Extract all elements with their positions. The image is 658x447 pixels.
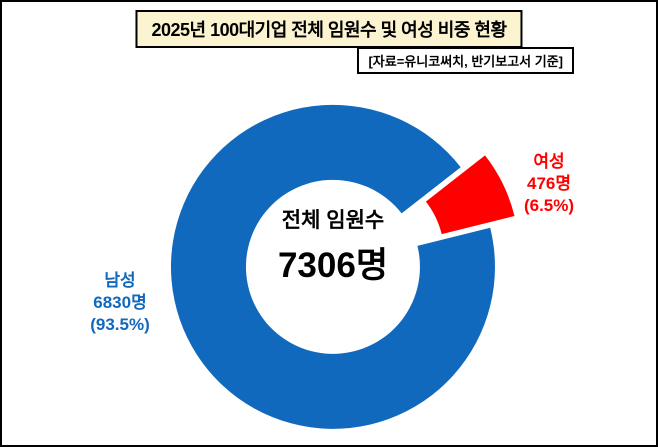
male-callout: 남성 6830명 (93.5%) bbox=[72, 270, 168, 335]
female-callout-pct: (6.5%) bbox=[523, 195, 575, 215]
donut-center-text: 전체 임원수 7306명 bbox=[278, 204, 388, 288]
male-callout-value: 6830명 bbox=[93, 292, 147, 312]
male-callout-name: 남성 bbox=[104, 271, 136, 290]
male-slice bbox=[170, 104, 495, 429]
center-value: 7306명 bbox=[277, 246, 389, 285]
male-callout-pct: (93.5%) bbox=[90, 314, 150, 334]
chart-title: 2025년 100대기업 전체 임원수 및 여성 비중 현황 bbox=[135, 10, 523, 48]
female-callout-name: 여성 bbox=[533, 152, 565, 171]
female-callout: 여성 476명 (6.5%) bbox=[503, 151, 595, 216]
center-label: 전체 임원수 bbox=[281, 209, 385, 232]
female-callout-value: 476명 bbox=[526, 173, 571, 193]
female-slice bbox=[425, 155, 515, 235]
chart-source: [자료=유니코써치, 반기보고서 기준] bbox=[357, 47, 574, 74]
